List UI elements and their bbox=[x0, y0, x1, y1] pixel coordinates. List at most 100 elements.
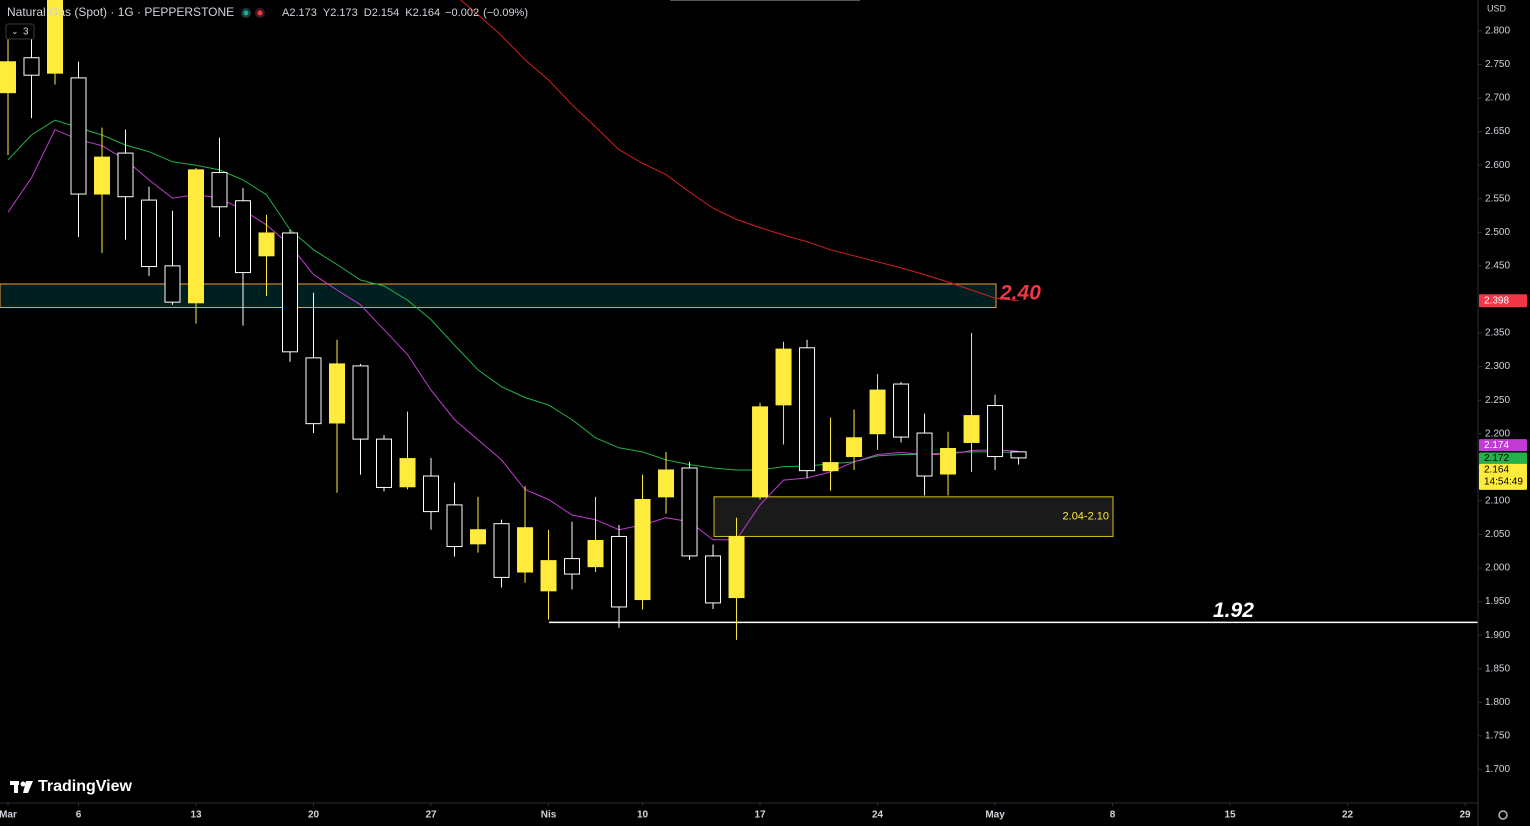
ohlc-letter: A bbox=[282, 7, 290, 19]
x-tick-label: Mar bbox=[0, 810, 17, 821]
candle-body bbox=[399, 458, 416, 488]
x-tick-label: 29 bbox=[1460, 810, 1472, 821]
y-tick-label: 2.550 bbox=[1485, 193, 1510, 204]
y-tick-label: 2.200 bbox=[1485, 428, 1510, 439]
price-tag-label: 2.398 bbox=[1484, 295, 1509, 306]
ohlc-letter: D bbox=[364, 7, 372, 19]
price-tag-label: 2.164 bbox=[1484, 465, 1509, 476]
candle-body bbox=[70, 77, 87, 195]
x-tick-label: Nis bbox=[541, 810, 557, 821]
candle-body bbox=[211, 172, 228, 208]
zone bbox=[0, 283, 997, 309]
x-tick-label: 15 bbox=[1224, 810, 1236, 821]
moving-average bbox=[7, 119, 1019, 471]
change: −0.002 bbox=[445, 7, 479, 19]
candle-body bbox=[93, 156, 110, 195]
x-tick-label: 6 bbox=[76, 810, 82, 821]
level-label: 1.92 bbox=[1213, 599, 1254, 622]
status-dot bbox=[243, 10, 249, 16]
price-tag bbox=[1479, 439, 1527, 452]
countdown: 14:54:49 bbox=[1484, 477, 1523, 488]
x-tick-label: 17 bbox=[754, 810, 766, 821]
axes: 2.800 2.750 2.700 2.650 2.600 2.550 2.500 2.450… bbox=[0, 26, 1527, 821]
y-tick-label: 1.700 bbox=[1485, 764, 1510, 775]
candle-body bbox=[822, 462, 839, 472]
x-tick-label: 10 bbox=[637, 810, 649, 821]
candle-body bbox=[681, 467, 698, 557]
x-tick-label: May bbox=[985, 810, 1005, 821]
indicator-toggle[interactable] bbox=[5, 23, 35, 40]
moving-average bbox=[7, 128, 1019, 541]
y-tick-label: 1.900 bbox=[1485, 630, 1510, 641]
ohlc-values: A2.173 Y2.173 D2.154 K2.164 −0.002 (−0.09%) bbox=[282, 7, 528, 19]
price-tag bbox=[1479, 463, 1527, 490]
y-tick-label: 2.700 bbox=[1485, 93, 1510, 104]
y-tick-label: 2.800 bbox=[1485, 26, 1510, 37]
price-tag-label: 2.172 bbox=[1484, 453, 1509, 464]
candle-body bbox=[23, 57, 40, 76]
candle-body bbox=[140, 199, 157, 268]
indicator-count: 3 bbox=[23, 27, 29, 38]
logo-mark bbox=[20, 781, 26, 787]
logo[interactable]: TradingView bbox=[10, 778, 133, 795]
candle-body bbox=[117, 152, 134, 198]
y-tick-label: 2.300 bbox=[1485, 361, 1510, 372]
candle-body bbox=[775, 348, 792, 406]
candle-body bbox=[987, 405, 1004, 458]
currency[interactable]: USD bbox=[1487, 3, 1507, 13]
plot-area bbox=[0, 0, 1478, 640]
y-tick-label: 1.750 bbox=[1485, 731, 1510, 742]
price-tag-label: 2.174 bbox=[1484, 440, 1509, 451]
ohlc-letter: K bbox=[405, 7, 413, 19]
y-tick-label: 2.000 bbox=[1485, 563, 1510, 574]
candle-body bbox=[0, 61, 16, 94]
candle-body bbox=[376, 438, 393, 488]
x-tick-label: 27 bbox=[425, 810, 437, 821]
x-tick-label: 24 bbox=[872, 810, 884, 821]
candle-body bbox=[893, 383, 910, 438]
symbol-title[interactable]: Natural Gas (Spot) · 1G · PEPPERSTONE bbox=[7, 5, 234, 19]
candle-body bbox=[869, 389, 886, 435]
candle-body bbox=[587, 539, 604, 568]
candle-body bbox=[940, 447, 957, 475]
y-tick-label: 2.600 bbox=[1485, 160, 1510, 171]
candle-body bbox=[470, 529, 487, 545]
ohlc-letter: Y bbox=[323, 7, 331, 19]
candle-body bbox=[564, 558, 581, 575]
candle-body bbox=[540, 560, 557, 592]
candle-body bbox=[235, 200, 252, 274]
y-tick-label: 2.650 bbox=[1485, 126, 1510, 137]
candle-body bbox=[846, 437, 863, 458]
candle-body bbox=[329, 363, 346, 424]
y-tick-label: 1.850 bbox=[1485, 663, 1510, 674]
candle-body bbox=[916, 432, 933, 477]
moving-average bbox=[460, 0, 1019, 302]
ohlc-value: 2.173 bbox=[330, 7, 358, 19]
y-tick-label: 1.800 bbox=[1485, 697, 1510, 708]
candle-body bbox=[705, 555, 722, 604]
ohlc-value: 2.173 bbox=[289, 7, 317, 19]
candle-body bbox=[352, 365, 369, 440]
zone-label: 2.04-2.10 bbox=[1063, 511, 1109, 523]
candle-body bbox=[446, 504, 463, 548]
y-tick-label: 1.950 bbox=[1485, 596, 1510, 607]
candle-body bbox=[517, 527, 534, 573]
price-tag bbox=[1479, 294, 1527, 308]
y-tick-label: 2.750 bbox=[1485, 59, 1510, 70]
candle-body bbox=[963, 415, 980, 443]
y-tick-label: 2.100 bbox=[1485, 496, 1510, 507]
candle-body bbox=[658, 469, 675, 498]
y-tick-label: 2.500 bbox=[1485, 227, 1510, 238]
candle-body bbox=[258, 232, 275, 257]
candle-body bbox=[188, 169, 205, 304]
candle-body bbox=[611, 535, 628, 608]
candle-body bbox=[305, 357, 322, 425]
x-tick-label: 13 bbox=[190, 810, 202, 821]
candle-body bbox=[282, 232, 299, 353]
logo-mark bbox=[23, 781, 33, 793]
y-tick-label: 2.050 bbox=[1485, 529, 1510, 540]
brand: TradingView bbox=[38, 778, 133, 795]
status-dot bbox=[257, 10, 263, 16]
settings-icon[interactable] bbox=[1498, 810, 1508, 820]
